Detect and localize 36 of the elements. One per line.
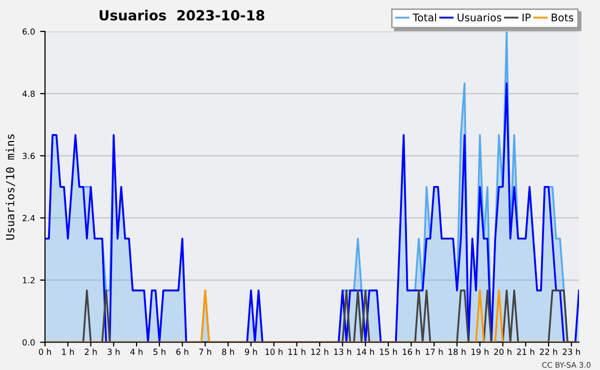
x-tick-label: 10 h [266,348,282,355]
x-tick-label: 1 h [62,348,74,355]
x-tick-label: 22 h [540,348,558,355]
x-tick-label: 17 h [426,348,443,355]
x-tick-label: 6 h [176,348,188,355]
legend-label: IP [522,14,531,22]
x-tick-label: 8 h [222,348,234,355]
legend-label: Usuarios [458,13,502,22]
x-tick-label: 23 h [562,348,580,355]
y-tick-label: 6.0 [22,28,35,35]
x-tick-label: 18 h [448,348,466,355]
legend-label: Bots [552,14,574,22]
legend-label: Total [412,13,436,22]
x-tick-label: 5 h [153,348,166,355]
x-tick-label: 0 h [38,348,51,355]
x-tick-label: 2 h [84,348,97,355]
y-axis-title: Usuarios/10 mins [6,134,16,240]
y-tick-label: 3.6 [22,152,35,160]
x-tick-label: 13 h [334,348,352,355]
x-tick-label: 20 h [494,348,512,355]
x-tick-label: 16 h [402,348,420,355]
x-tick-label: 12 h [311,348,328,355]
y-tick-label: 2.4 [22,214,35,222]
y-tick-label: 1.2 [22,277,34,284]
x-tick-label: 14 h [357,348,374,355]
x-tick-label: 11 h [288,348,306,355]
chart-title: Usuarios 2023-10-18 [100,10,264,21]
x-tick-label: 19 h [472,348,488,355]
x-tick-label: 7 h [199,348,212,355]
y-tick-label: 4.8 [22,90,35,97]
y-tick-label: 0.0 [22,339,35,346]
x-tick-label: 21 h [517,348,534,355]
x-tick-label: 4 h [130,348,142,355]
x-tick-label: 9 h [244,348,257,355]
x-tick-label: 3 h [108,348,120,355]
x-tick-label: 15 h [380,348,397,355]
